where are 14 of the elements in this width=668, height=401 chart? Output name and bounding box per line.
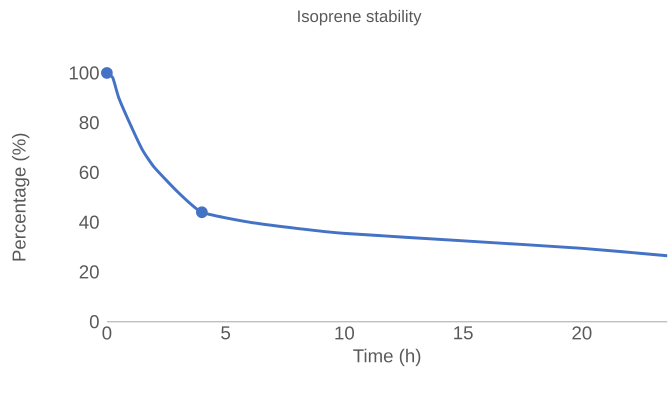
x-tick-label: 10 (335, 326, 354, 340)
chart-title: Isoprene stability (298, 10, 422, 26)
y-tick-label: 80 (80, 116, 99, 130)
x-axis-title: Time (h) (353, 348, 420, 366)
y-axis-title: Percentage (%) (12, 134, 30, 261)
x-tick-label: 5 (221, 326, 230, 340)
y-tick-label: 60 (80, 166, 99, 180)
y-tick-label: 20 (80, 266, 99, 279)
y-tick-label: 0 (90, 315, 99, 328)
x-tick-label: 0 (102, 326, 112, 340)
y-tick-label: 100 (70, 66, 99, 80)
x-tick-label: 20 (572, 326, 592, 340)
x-tick-label: 15 (454, 326, 473, 340)
y-tick-label: 40 (79, 216, 99, 229)
